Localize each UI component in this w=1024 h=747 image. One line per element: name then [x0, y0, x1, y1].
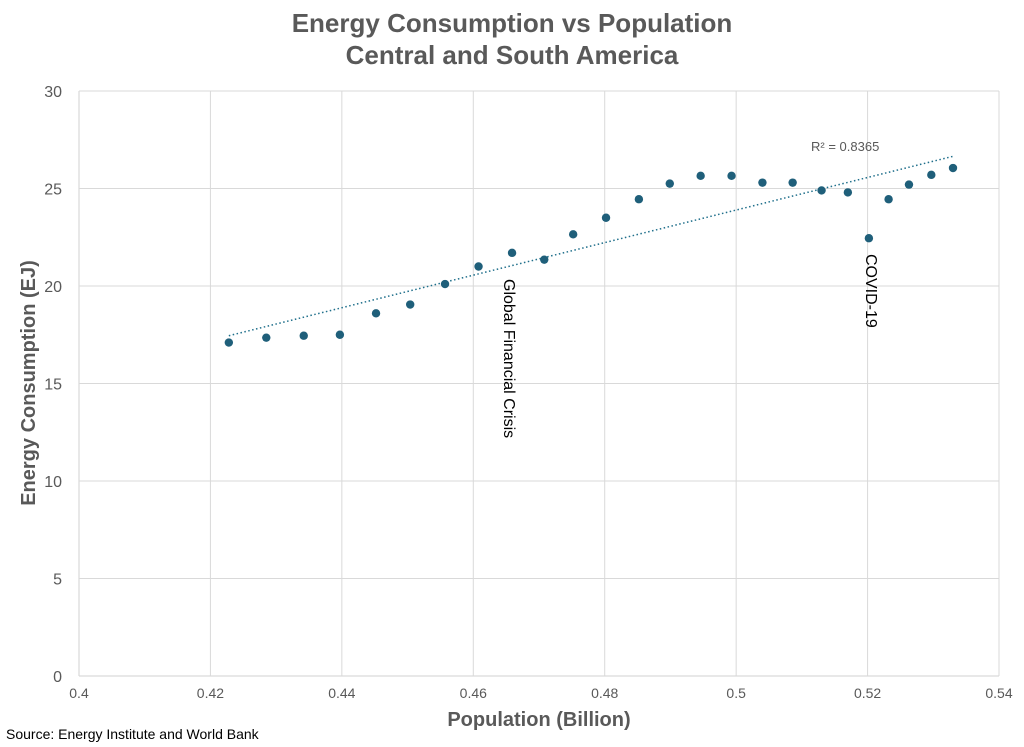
data-point	[440, 279, 450, 289]
y-tick-label: 15	[44, 377, 62, 394]
x-tick-label: 0.5	[726, 685, 746, 701]
annotation-global-financial-crisis: Global Financial Crisis	[500, 279, 517, 438]
data-point	[371, 309, 381, 318]
data-point	[634, 195, 644, 204]
data-point	[568, 230, 578, 239]
x-tick-label: 0.48	[591, 685, 618, 701]
y-tick-label: 0	[53, 669, 62, 686]
data-point	[335, 330, 345, 339]
data-point	[224, 338, 234, 347]
source-note: Source: Energy Institute and World Bank	[6, 726, 260, 742]
annotation-covid-19: COVID-19	[862, 254, 879, 328]
trendline-group	[228, 155, 954, 337]
x-tick-label: 0.4	[69, 685, 89, 701]
data-point	[696, 171, 705, 181]
data-point	[299, 331, 308, 340]
x-tick-label: 0.42	[197, 685, 224, 701]
y-tick-label: 20	[44, 279, 62, 296]
data-point	[262, 333, 271, 342]
y-tick-label: 25	[44, 182, 62, 199]
grid-lines	[78, 90, 1000, 677]
data-point	[601, 213, 611, 222]
x-tick-label: 0.44	[328, 685, 355, 701]
x-tick-label: 0.54	[985, 685, 1012, 701]
data-point	[817, 186, 826, 195]
data-point	[665, 179, 674, 188]
data-point	[406, 300, 415, 309]
y-tick-label: 10	[44, 474, 62, 491]
x-axis-title: Population (Billion)	[447, 709, 630, 731]
chart-title: Energy Consumption vs Population	[292, 8, 733, 38]
y-tick-label: 30	[44, 84, 62, 101]
x-tick-label: 0.52	[854, 685, 881, 701]
trendline	[228, 155, 954, 337]
x-tick-label: 0.46	[460, 685, 487, 701]
data-point	[927, 170, 936, 180]
y-tick-label: 5	[53, 572, 62, 589]
data-point	[864, 234, 874, 243]
axes	[78, 91, 999, 677]
data-point	[788, 178, 797, 187]
chart-subtitle: Central and South America	[346, 40, 679, 70]
data-point	[884, 195, 893, 204]
data-point	[540, 255, 549, 264]
data-point	[948, 163, 958, 173]
data-points	[224, 163, 958, 347]
data-point	[507, 248, 517, 258]
data-point	[474, 262, 483, 271]
data-point	[727, 171, 736, 181]
r-squared-label: R² = 0.8365	[811, 139, 879, 154]
data-point	[843, 188, 853, 197]
data-point	[758, 178, 767, 187]
y-axis-title: Energy Consumption (EJ)	[18, 260, 40, 506]
data-point	[904, 180, 914, 189]
tick-labels: 0 5 10 15 20 25 30 0.4 0.42 0.44 0.46 0.48 0.5 0.52 0.…	[44, 84, 1013, 701]
